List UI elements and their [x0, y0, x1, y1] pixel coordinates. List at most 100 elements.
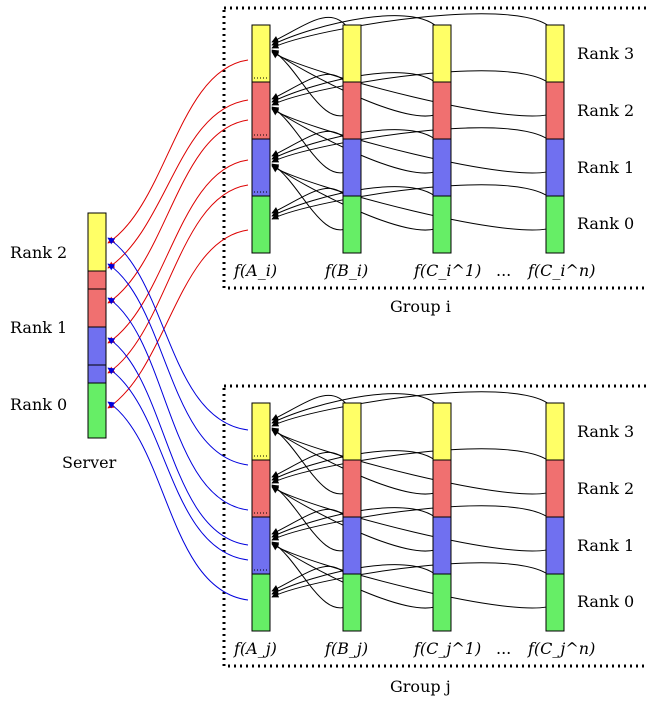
group-i-cross-arrow-b-rank-2	[271, 106, 353, 174]
group-i-col-b-label: f(B_i)	[324, 261, 368, 280]
server-recv-arrow-from-group-i-2	[107, 119, 249, 304]
server-recv-arrow-from-group-j-1	[107, 263, 249, 466]
group-j-col-c1-rank-0-segment	[432, 573, 452, 632]
server-recv-arrow-from-group-j-2	[107, 297, 249, 511]
group-j-cross-arrow-cn-rank-3	[271, 429, 556, 495]
group-j-cross-arrow-b-rank-2	[271, 484, 353, 552]
group-j-col-a-rank-3-segment	[251, 402, 271, 461]
group-j-intra-arrow-c1-rank-1	[271, 507, 443, 538]
group-i-intra-arrow-c1-rank-1	[271, 129, 443, 160]
server-recv-arrow-from-group-j-0	[107, 237, 249, 431]
group-j-col-b-rank-0-segment	[342, 573, 362, 632]
group-i-cross-arrow-b-rank-1	[271, 163, 353, 231]
group-i-col-b-rank-3-segment	[342, 24, 362, 83]
group-j-col-cn-rank-0-segment	[545, 573, 565, 632]
group-j-col-c1-rank-2-segment	[432, 459, 452, 518]
group-i-col-a-label: f(A_i)	[233, 261, 277, 280]
group-i-col-b-rank-2-segment	[342, 81, 362, 140]
group-i-intra-arrow-cn-rank-2	[271, 70, 556, 106]
server-rank-0-blue-segment	[87, 364, 107, 384]
group-i-intra-arrow-cn-rank-3	[271, 13, 556, 49]
group-j-rank-2-label: Rank 2	[577, 479, 634, 498]
group-j-intra-arrow-cn-rank-1	[271, 505, 556, 541]
group-j-col-b-rank-1-segment	[342, 516, 362, 575]
group-j-col-b-rank-2-segment	[342, 459, 362, 518]
group-j-rank-1-label: Rank 1	[577, 536, 634, 555]
group-j-col-b-label: f(B_j)	[324, 639, 368, 658]
group-i-cross-arrow-cn-rank-2	[271, 108, 556, 174]
group-j-intra-arrow-cn-rank-3	[271, 391, 556, 427]
server-rank-2-yellow-segment	[87, 212, 107, 272]
group-j-col-a-rank-0-segment	[251, 573, 271, 632]
group-i-cross-arrow-b-rank-3	[271, 49, 353, 117]
group-j-intra-arrow-cn-rank-0	[271, 562, 556, 598]
server-rank-0-green-segment	[87, 382, 107, 439]
server-rank-1-red-segment	[87, 288, 107, 328]
group-i-col-b-rank-0-segment	[342, 195, 362, 254]
group-j-ellipsis-label: ...	[496, 639, 511, 658]
group-i-ellipsis-label: ...	[496, 261, 511, 280]
group-j-cross-arrow-b-rank-1	[271, 541, 353, 609]
group-j-col-c1-label: f(C_j^1)	[413, 639, 481, 658]
server-rank-0-label: Rank 0	[10, 395, 67, 414]
group-j-title: Group j	[390, 677, 451, 696]
group-j-intra-arrow-c1-rank-0	[271, 564, 443, 595]
group-i-intra-arrow-c1-rank-2	[271, 72, 443, 103]
group-i-col-cn-rank-1-segment	[545, 138, 565, 197]
group-i-col-c1-rank-1-segment	[432, 138, 452, 197]
group-i-intra-arrow-c1-rank-0	[271, 186, 443, 217]
group-i-col-b-rank-1-segment	[342, 138, 362, 197]
server-rank-1-label: Rank 1	[10, 318, 67, 337]
group-j-col-cn-rank-1-segment	[545, 516, 565, 575]
group-i-frame	[222, 6, 648, 290]
group-j-col-c1-rank-1-segment	[432, 516, 452, 575]
group-j-col-a-label: f(A_j)	[233, 639, 277, 658]
group-i-col-a-rank-2-segment	[251, 81, 271, 140]
group-j-cross-arrow-cn-rank-1	[271, 543, 556, 609]
group-i-col-c1-rank-3-segment	[432, 24, 452, 83]
group-j-col-a-rank-1-segment	[251, 516, 271, 575]
server-rank-1-blue-segment	[87, 326, 107, 366]
group-j-cross-arrow-b-rank-3	[271, 427, 353, 495]
server-recv-arrow-from-group-j-5	[107, 401, 249, 601]
group-j-col-a-rank-2-segment	[251, 459, 271, 518]
group-i-rank-2-label: Rank 2	[577, 101, 634, 120]
server-recv-arrow-from-group-i-0	[107, 59, 249, 244]
group-i-title: Group i	[390, 297, 451, 316]
group-j-col-cn-rank-2-segment	[545, 459, 565, 518]
group-i-col-a-rank-1-segment	[251, 138, 271, 197]
group-j-col-c1-rank-3-segment	[432, 402, 452, 461]
group-j-intra-arrow-cn-rank-2	[271, 448, 556, 484]
group-i-cross-arrow-cn-rank-1	[271, 165, 556, 231]
server-recv-arrow-from-group-i-3	[107, 159, 249, 344]
server-recv-arrow-from-group-j-4	[107, 367, 249, 561]
group-i-col-c1-label: f(C_i^1)	[413, 261, 481, 280]
group-j-cn-label: f(C_j^n)	[527, 639, 595, 658]
group-i-col-c1-rank-2-segment	[432, 81, 452, 140]
group-j-intra-arrow-c1-rank-2	[271, 450, 443, 481]
server-label: Server	[62, 453, 117, 472]
server-recv-arrow-from-group-j-3	[107, 337, 249, 546]
group-i-cross-arrow-cn-rank-3	[271, 51, 556, 117]
group-j-col-cn-rank-3-segment	[545, 402, 565, 461]
group-j-frame	[222, 384, 648, 668]
group-i-col-a-rank-0-segment	[251, 195, 271, 254]
group-j-cross-arrow-cn-rank-2	[271, 486, 556, 552]
group-i-intra-arrow-cn-rank-0	[271, 184, 556, 220]
group-j-intra-arrow-c1-rank-3	[271, 393, 443, 424]
server-rank-2-red-segment	[87, 270, 107, 290]
group-i-col-cn-rank-3-segment	[545, 24, 565, 83]
group-j-rank-3-label: Rank 3	[577, 422, 634, 441]
group-i-intra-arrow-c1-rank-3	[271, 15, 443, 46]
server-recv-arrow-from-group-i-1	[107, 99, 249, 269]
group-i-rank-1-label: Rank 1	[577, 158, 634, 177]
group-i-intra-arrow-cn-rank-1	[271, 127, 556, 163]
group-i-col-c1-rank-0-segment	[432, 195, 452, 254]
group-i-rank-3-label: Rank 3	[577, 44, 634, 63]
group-j-col-b-rank-3-segment	[342, 402, 362, 461]
server-recv-arrow-from-group-i-4	[107, 184, 249, 374]
group-j-rank-0-label: Rank 0	[577, 592, 634, 611]
group-i-col-cn-rank-0-segment	[545, 195, 565, 254]
group-i-col-cn-rank-2-segment	[545, 81, 565, 140]
